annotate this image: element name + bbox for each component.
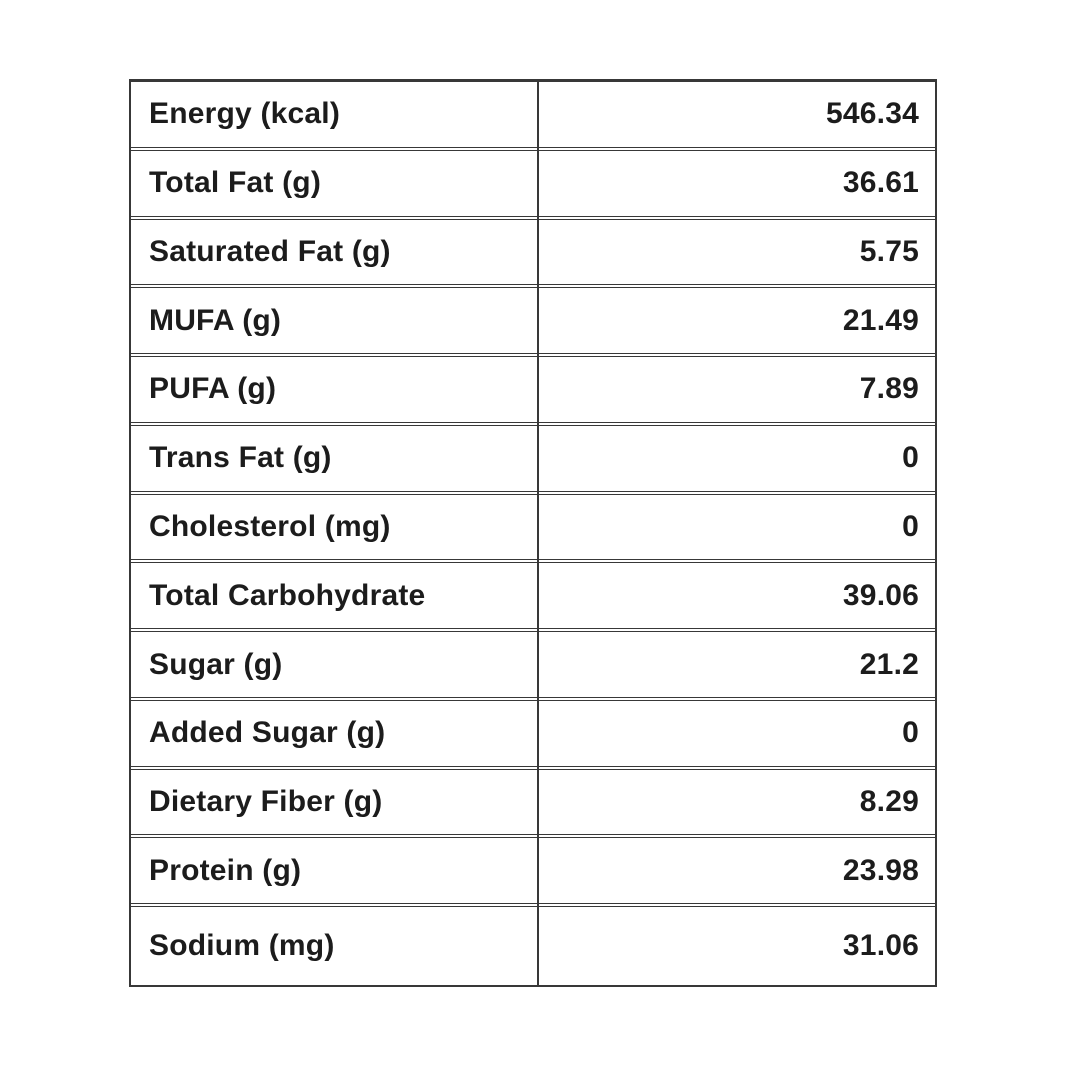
nutrient-value-cell: 7.89 <box>859 372 919 406</box>
nutrition-facts-table: Energy (kcal) 546.34 Total Fat (g) 36.61… <box>129 79 937 987</box>
nutrient-label-cell: Added Sugar (g) <box>149 716 386 750</box>
table-row: Protein (g) 23.98 <box>131 837 935 905</box>
table-row: Dietary Fiber (g) 8.29 <box>131 768 935 836</box>
nutrient-label-cell: Total Carbohydrate <box>149 578 426 612</box>
nutrient-label-cell: PUFA (g) <box>149 372 277 406</box>
nutrient-label-cell: Sugar (g) <box>149 647 283 681</box>
nutrient-value-cell: 31.06 <box>842 929 919 963</box>
nutrient-label-cell: Sodium (mg) <box>149 929 335 963</box>
table-row: MUFA (g) 21.49 <box>131 287 935 355</box>
nutrient-value-cell: 0 <box>902 716 919 750</box>
table-row: Trans Fat (g) 0 <box>131 424 935 492</box>
table-row: Sugar (g) 21.2 <box>131 631 935 698</box>
nutrient-label-cell: Energy (kcal) <box>149 97 341 131</box>
column-divider <box>537 81 539 985</box>
nutrient-label-cell: Cholesterol (mg) <box>149 509 391 543</box>
nutrient-value-cell: 36.61 <box>842 166 919 200</box>
nutrient-value-cell: 21.2 <box>859 647 919 681</box>
nutrient-value-cell: 8.29 <box>859 785 919 819</box>
table-row: Cholesterol (mg) 0 <box>131 493 935 561</box>
table-row: Total Carbohydrate 39.06 <box>131 562 935 630</box>
nutrient-value-cell: 23.98 <box>842 853 919 887</box>
nutrient-label-cell: MUFA (g) <box>149 303 282 337</box>
nutrient-label-cell: Saturated Fat (g) <box>149 234 391 268</box>
nutrient-label-cell: Protein (g) <box>149 853 302 887</box>
nutrient-value-cell: 546.34 <box>826 97 919 131</box>
table-row: Added Sugar (g) 0 <box>131 699 935 767</box>
nutrient-value-cell: 0 <box>902 509 919 543</box>
table-row: PUFA (g) 7.89 <box>131 356 935 423</box>
table-row: Sodium (mg) 31.06 <box>131 906 935 985</box>
nutrient-value-cell: 5.75 <box>859 234 919 268</box>
nutrient-label-cell: Trans Fat (g) <box>149 441 332 475</box>
nutrient-value-cell: 0 <box>902 441 919 475</box>
nutrient-value-cell: 39.06 <box>842 578 919 612</box>
table-row: Saturated Fat (g) 5.75 <box>131 218 935 286</box>
nutrient-label-cell: Dietary Fiber (g) <box>149 785 383 819</box>
table-row: Total Fat (g) 36.61 <box>131 149 935 217</box>
table-row: Energy (kcal) 546.34 <box>131 81 935 148</box>
nutrient-label-cell: Total Fat (g) <box>149 166 322 200</box>
nutrient-value-cell: 21.49 <box>842 303 919 337</box>
